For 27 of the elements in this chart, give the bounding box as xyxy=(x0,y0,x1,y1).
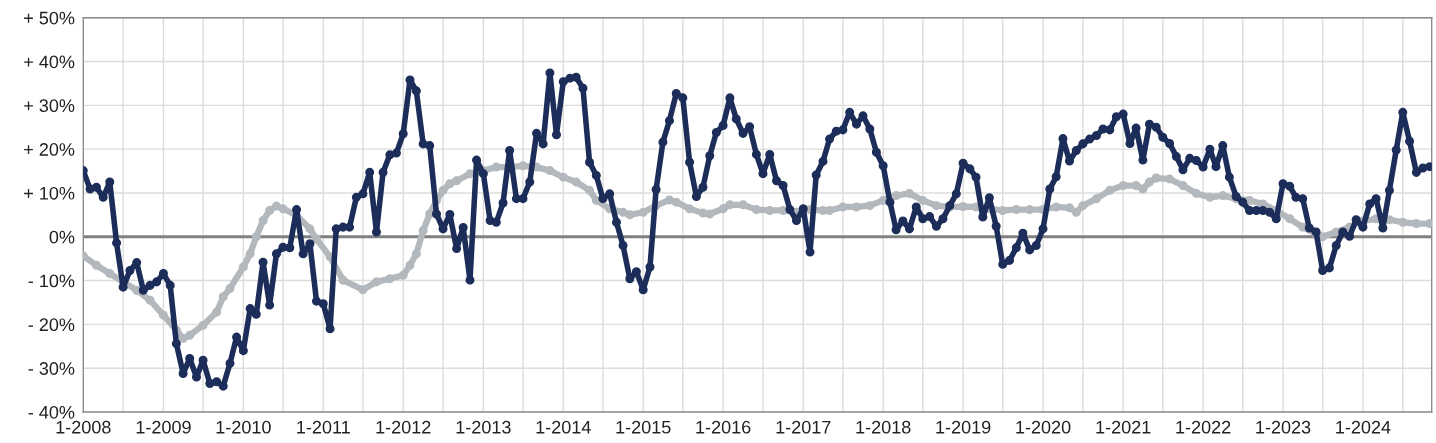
x-tick-label: 1-2022 xyxy=(1176,420,1231,434)
x-tick-label: 1-2012 xyxy=(376,420,431,434)
y-tick-label: + 10% xyxy=(24,186,75,200)
x-tick-label: 1-2013 xyxy=(456,420,511,434)
y-tick-label: + 50% xyxy=(24,11,75,25)
x-tick-label: 1-2018 xyxy=(856,420,911,434)
x-tick-label: 1-2023 xyxy=(1256,420,1311,434)
x-tick-label: 1-2015 xyxy=(616,420,671,434)
x-tick-label: 1-2010 xyxy=(216,420,271,434)
x-tick-label: 1-2020 xyxy=(1016,420,1071,434)
x-tick-label: 1-2011 xyxy=(297,420,350,434)
y-tick-label: + 40% xyxy=(24,55,75,69)
y-tick-label: - 10% xyxy=(28,274,75,288)
x-tick-label: 1-2024 xyxy=(1336,420,1391,434)
y-tick-label: - 20% xyxy=(28,318,75,332)
y-tick-label: 0% xyxy=(49,230,75,244)
x-tick-label: 1-2021 xyxy=(1096,420,1151,434)
x-tick-label: 1-2008 xyxy=(56,420,111,434)
y-tick-label: + 20% xyxy=(24,143,75,156)
x-tick-label: 1-2016 xyxy=(696,420,751,434)
y-tick-label: - 30% xyxy=(28,362,75,375)
y-tick-label: + 30% xyxy=(24,99,75,113)
x-tick-label: 1-2019 xyxy=(936,420,991,434)
x-tick-label: 1-2017 xyxy=(776,420,831,434)
y-tick-label: - 40% xyxy=(28,405,75,419)
x-tick-label: 1-2014 xyxy=(536,420,591,434)
x-tick-label: 1-2009 xyxy=(136,420,191,434)
